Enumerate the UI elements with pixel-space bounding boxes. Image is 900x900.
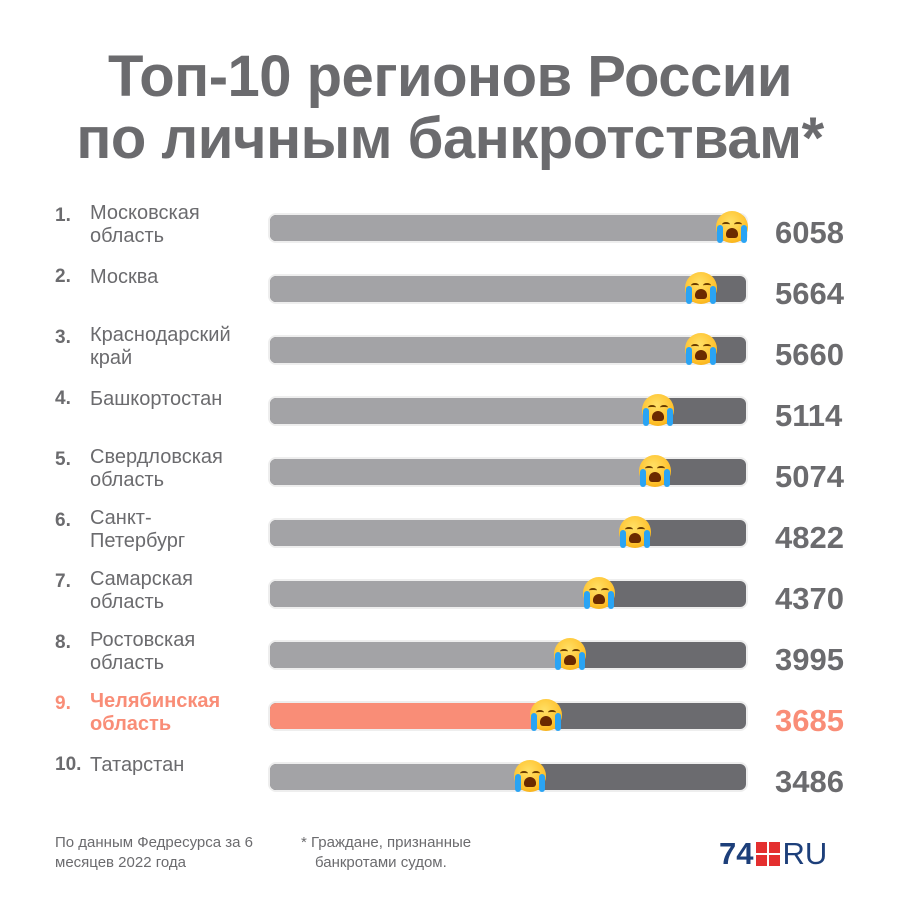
bar: [270, 215, 746, 241]
region-label: Татарстан: [90, 754, 185, 776]
region-label: Башкортостан: [90, 388, 223, 410]
footnote: * Граждане, признанные банкротами судом.: [301, 833, 541, 873]
region-label: Московская область: [90, 202, 200, 247]
region-label: Свердловская область: [90, 446, 223, 491]
bar-track: [268, 457, 748, 487]
region-label: Москва: [90, 266, 159, 288]
value-label: 5664: [775, 276, 844, 311]
chart-row: 3. Краснодарский край 5660: [0, 324, 900, 377]
site-logo[interactable]: 74 RU: [719, 836, 827, 872]
region-label: Челябинская область: [90, 690, 221, 735]
rank-label: 9.: [55, 693, 71, 714]
value-label: 5114: [775, 398, 843, 433]
crying-face-icon: [716, 211, 748, 243]
region-label: Краснодарский край: [90, 324, 231, 369]
bar: [270, 520, 649, 546]
chart-row: 9. Челябинская область 3685: [0, 690, 900, 743]
bar-track: [268, 640, 748, 670]
logo-mark-icon: [756, 842, 781, 866]
value-label: 3685: [775, 703, 844, 738]
region-label: Санкт- Петербург: [90, 507, 186, 552]
value-label: 3486: [775, 764, 844, 799]
rank-label: 8.: [55, 632, 71, 653]
bar: [270, 398, 672, 424]
chart-row: 7. Самарская область 4370: [0, 568, 900, 621]
rank-label: 7.: [55, 571, 71, 592]
chart-title: Топ-10 регионов России по личным банкрот…: [0, 46, 900, 170]
chart-row: 6. Санкт- Петербург 4822: [0, 507, 900, 560]
rank-label: 3.: [55, 327, 71, 348]
bar-track: [268, 518, 748, 548]
value-label: 6058: [775, 215, 844, 250]
bar: [270, 337, 715, 363]
value-label: 4370: [775, 581, 844, 616]
value-label: 5074: [775, 459, 844, 494]
bar-track: [268, 762, 748, 792]
chart-row: 1. Московская область 6058: [0, 202, 900, 255]
region-label: Ростовская область: [90, 629, 196, 674]
crying-face-icon: [685, 333, 717, 365]
chart-title-line-1: Топ-10 регионов России: [107, 44, 793, 109]
rank-label: 2.: [55, 266, 71, 287]
bar-track: [268, 579, 748, 609]
bar: [270, 703, 560, 729]
crying-face-icon: [642, 394, 674, 426]
crying-face-icon: [530, 699, 562, 731]
crying-face-icon: [583, 577, 615, 609]
logo-suffix: RU: [782, 836, 828, 871]
crying-face-icon: [554, 638, 586, 670]
value-label: 3995: [775, 642, 844, 677]
chart-row: 4. Башкортостан 5114: [0, 388, 900, 438]
rank-label: 1.: [55, 205, 71, 226]
crying-face-icon: [639, 455, 671, 487]
bar: [270, 642, 584, 668]
crying-face-icon: [619, 516, 651, 548]
crying-face-icon: [685, 272, 717, 304]
bar-track: [268, 274, 748, 304]
footnote-line-2: банкротами судом.: [315, 854, 447, 871]
chart-title-line-2: по личным банкротствам*: [76, 106, 824, 171]
rank-label: 10.: [55, 754, 82, 775]
footnote-line-1: * Граждане, признанные: [301, 834, 472, 851]
source-note: По данным Федресурса за 6 месяцев 2022 г…: [55, 834, 253, 871]
chart-row: 5. Свердловская область 5074: [0, 446, 900, 499]
chart-row: 8. Ростовская область 3995: [0, 629, 900, 682]
value-label: 5660: [775, 337, 844, 372]
rank-label: 6.: [55, 510, 71, 531]
chart-row: 10. Татарстан 3486: [0, 754, 900, 804]
rank-label: 4.: [55, 388, 71, 409]
bar-track: [268, 701, 748, 731]
bar: [270, 764, 544, 790]
logo-number: 74: [719, 836, 754, 871]
rank-label: 5.: [55, 449, 71, 470]
value-label: 4822: [775, 520, 844, 555]
bar-track: [268, 396, 748, 426]
bar: [270, 276, 715, 302]
chart-row: 2. Москва 5664: [0, 266, 900, 316]
region-label: Самарская область: [90, 568, 193, 613]
crying-face-icon: [514, 760, 546, 792]
bar: [270, 581, 613, 607]
bar: [270, 459, 669, 485]
bar-track: [268, 335, 748, 365]
bar-track: [268, 213, 748, 243]
